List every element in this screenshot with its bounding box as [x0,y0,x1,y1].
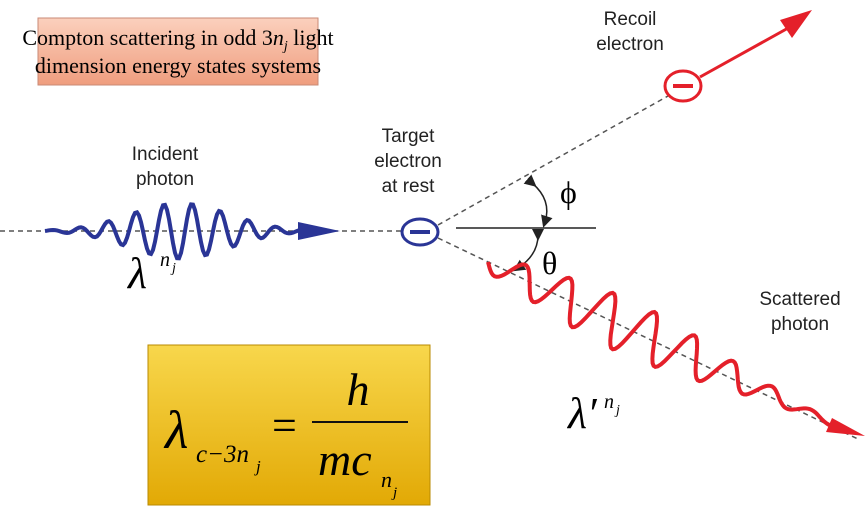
formula-den-sub: n [381,467,392,492]
formula-denominator: mc [318,434,372,485]
recoil-label: electron [596,34,664,55]
recoil-arrow [700,27,790,77]
recoil-path [438,96,668,225]
scattered-lambda: λ′ [566,389,598,438]
recoil-arrowhead [780,10,812,38]
recoil-label: Recoil [604,9,657,30]
title-line2: dimension energy states systems [35,53,321,78]
formula-numerator: h [347,364,370,415]
incident-label: photon [136,169,194,190]
incident-lambda: λ [126,249,147,298]
scattered-label: photon [771,314,829,335]
formula-subsub: j [254,457,261,476]
target-label: at rest [382,176,436,197]
formula-equals: = [272,401,297,450]
scattered-sub: j [614,403,620,418]
formula-lambda: λ [163,400,188,460]
incident-label: Incident [132,144,199,165]
title-text: Compton scattering in odd 3 [22,25,273,50]
incident-arrowhead [298,222,340,240]
theta-label: θ [542,245,557,281]
incident-sup: n [160,249,170,271]
scattered-sup: n [604,391,614,413]
title-text: light [288,25,334,50]
scattered-arrowhead [826,418,865,436]
target-label: Target [382,126,436,147]
phi-label: ϕ [560,174,577,210]
formula-sub: c−3n [196,441,249,468]
title-n: n [273,25,284,50]
phi-arc [532,183,547,222]
incident-sub: j [170,261,176,276]
diagram: Compton scattering in odd 3nj light dime… [0,0,865,509]
scattered-label: Scattered [759,289,840,310]
target-label: electron [374,151,442,172]
title-line1: Compton scattering in odd 3nj light [22,25,333,54]
